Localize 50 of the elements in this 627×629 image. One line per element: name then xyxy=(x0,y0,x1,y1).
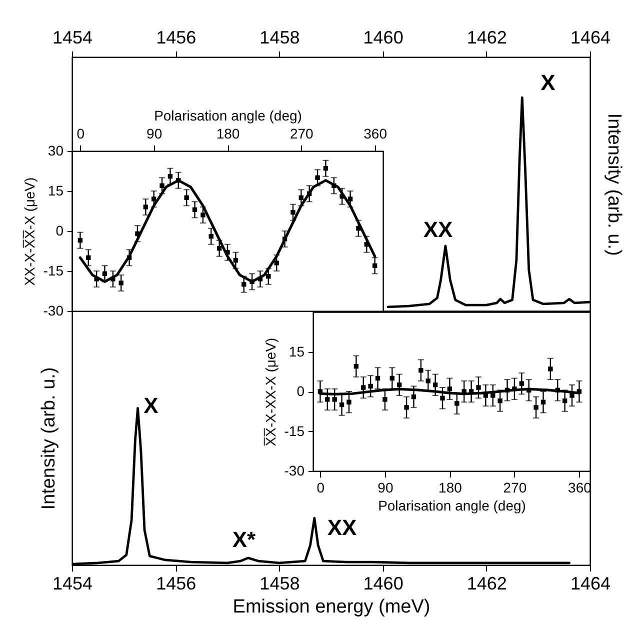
y-tick-label: -15 xyxy=(43,262,64,278)
x-tick-label: 90 xyxy=(146,126,162,142)
point xyxy=(382,397,388,402)
x-tick-label: 1462 xyxy=(466,28,507,48)
x-tick-label: 180 xyxy=(438,480,462,496)
x-tick-label: 1456 xyxy=(156,28,196,48)
x-tick-label: 1454 xyxy=(52,574,93,594)
point xyxy=(200,212,206,218)
text: X xyxy=(540,70,556,95)
y-tick-label: 0 xyxy=(56,222,64,238)
x-tick-label: 1462 xyxy=(466,574,507,594)
x-tick-label: 1454 xyxy=(52,28,93,48)
y-tick-label: 0 xyxy=(296,383,305,399)
x-tick-label: 1456 xyxy=(156,574,196,594)
y-tick-label: 15 xyxy=(48,182,64,198)
y-tick-label: -30 xyxy=(43,302,64,318)
annotation: XX xyxy=(423,217,453,242)
x-tick-label: 1464 xyxy=(570,574,611,594)
x-tick-label: 90 xyxy=(378,480,394,496)
point xyxy=(110,276,116,282)
x-tick-label: 1458 xyxy=(260,574,300,594)
x-tick-label: 0 xyxy=(76,126,85,142)
x-axis-title: Polarisation angle (deg) xyxy=(378,498,526,514)
y-tick-label: 30 xyxy=(48,142,64,158)
x-tick-label: 1464 xyxy=(570,28,611,48)
y-axis-title: XX-X-X̅X̅-X (μeV) xyxy=(21,177,38,286)
y-axis-title: Intensity (arb. u.) xyxy=(38,367,60,510)
x-tick-label: 270 xyxy=(290,126,314,142)
y-tick-label: 15 xyxy=(288,343,305,360)
annotation: X xyxy=(144,393,159,418)
x-tick-label: 0 xyxy=(316,480,325,496)
x-tick-label: 180 xyxy=(216,126,240,142)
point xyxy=(570,393,574,398)
annotation: X* xyxy=(232,527,256,552)
x-tick-label: 1460 xyxy=(363,574,404,594)
x-tick-label: 360 xyxy=(364,126,388,142)
x-tick-label: 270 xyxy=(503,480,527,496)
x-tick-label: 1460 xyxy=(363,28,404,48)
point xyxy=(94,276,99,282)
point xyxy=(476,385,481,390)
y-tick-label: -30 xyxy=(284,462,305,478)
x-axis-title: Polarisation angle (deg) xyxy=(154,108,302,124)
y-axis-title: Intensity (arb. u.) xyxy=(604,113,624,256)
annotation: XX xyxy=(327,515,357,540)
point xyxy=(548,366,553,372)
y-axis-title: X̅X̅-X-XX-X (μeV) xyxy=(262,338,278,447)
x-tick-label: 1458 xyxy=(260,28,300,48)
point xyxy=(332,397,337,402)
y-tick-label: -15 xyxy=(284,422,305,439)
x-axis-title: Emission energy (meV) xyxy=(232,596,430,618)
